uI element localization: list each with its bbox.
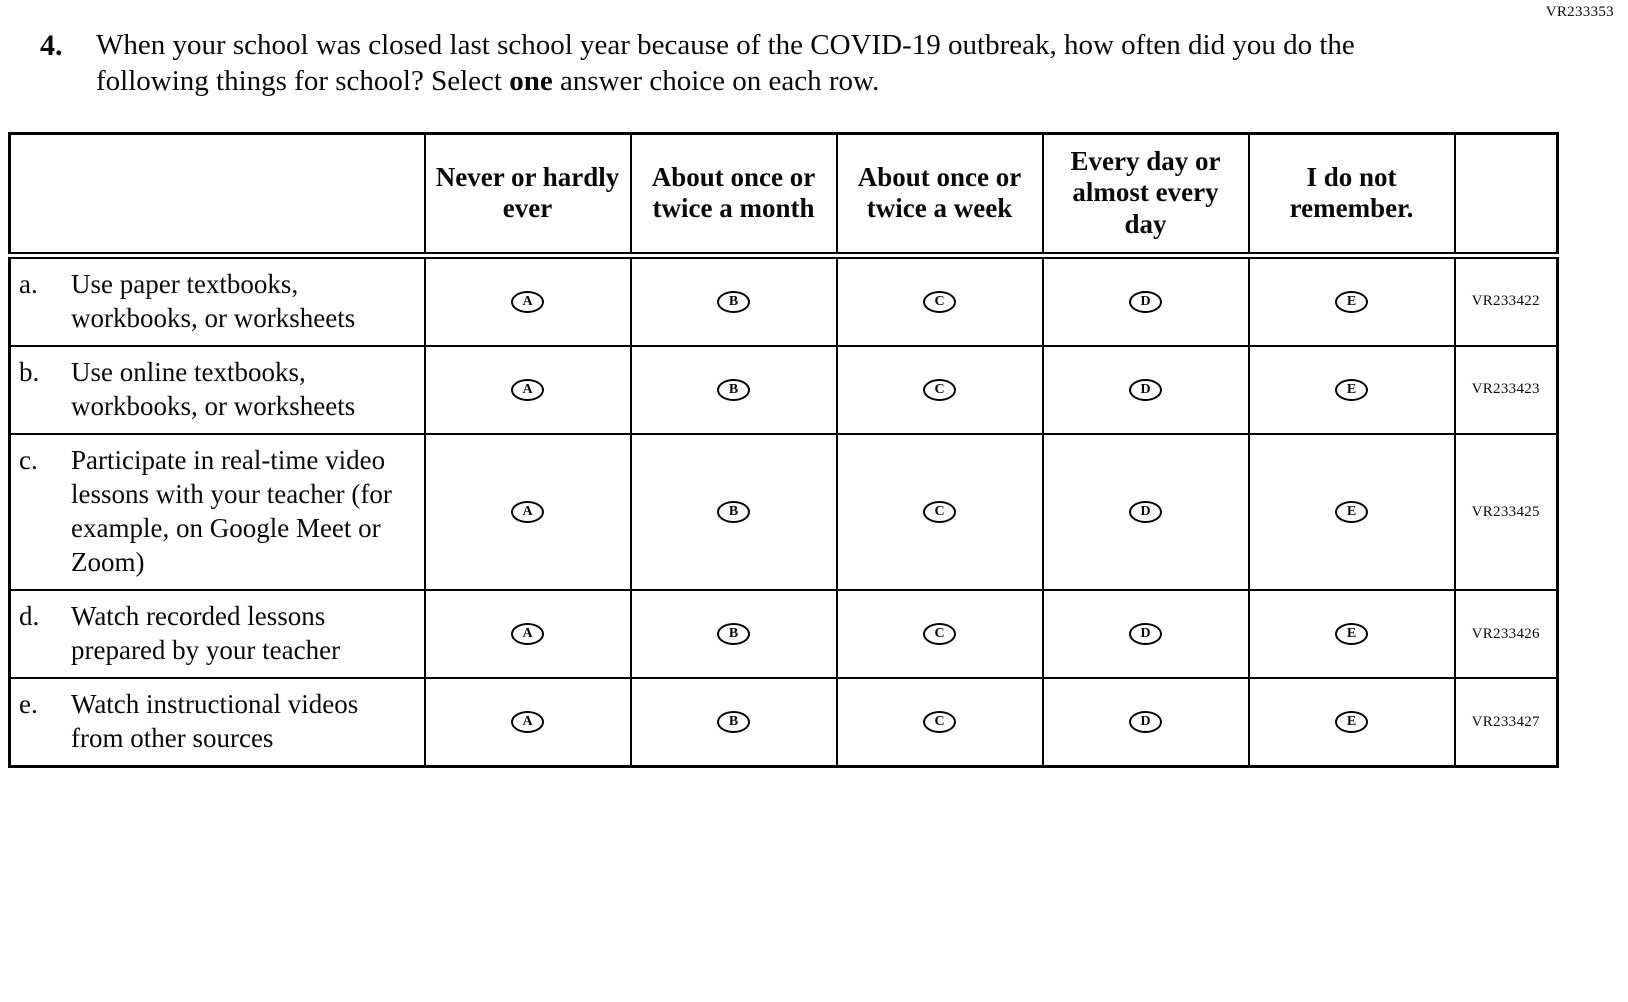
- row-label: Use paper textbooks, workbooks, or works…: [71, 268, 356, 333]
- row-letter: a.: [19, 268, 38, 299]
- row-label-cell: d. Watch recorded lessons prepared by yo…: [8, 589, 426, 680]
- table-row-b: b. Use online textbooks, workbooks, or w…: [8, 344, 1559, 435]
- answer-bubble-c[interactable]: C: [923, 290, 956, 313]
- bubble-cell: B: [629, 677, 838, 768]
- answer-bubble-b[interactable]: B: [717, 711, 750, 734]
- bubble-cell: B: [629, 344, 838, 435]
- question-text-start: When your school was closed last school …: [96, 29, 1355, 97]
- row-label-cell: a. Use paper textbooks, workbooks, or wo…: [8, 254, 426, 347]
- row-letter: d.: [19, 601, 40, 632]
- table-row-c: c. Participate in real-time video lesson…: [8, 432, 1559, 592]
- bubble-cell: A: [423, 677, 632, 768]
- bubble-cell: E: [1247, 677, 1456, 768]
- column-header-never: Never or hardly ever: [423, 132, 632, 259]
- table-row-a: a. Use paper textbooks, workbooks, or wo…: [8, 254, 1559, 347]
- bubble-cell: D: [1041, 432, 1250, 592]
- question-text-end: answer choice on each row.: [552, 64, 880, 97]
- question-block: 4. When your school was closed last scho…: [40, 28, 1380, 100]
- row-code: VR233427: [1453, 677, 1559, 768]
- page-code: VR233353: [1545, 4, 1614, 20]
- row-letter: c.: [19, 444, 38, 475]
- answer-bubble-d[interactable]: D: [1129, 623, 1162, 646]
- bubble-cell: E: [1247, 344, 1456, 435]
- bubble-cell: B: [629, 254, 838, 347]
- bubble-cell: C: [835, 254, 1044, 347]
- bubble-cell: A: [423, 344, 632, 435]
- bubble-cell: C: [835, 344, 1044, 435]
- row-label: Watch recorded lessons prepared by your …: [71, 601, 341, 666]
- column-header-every-day: Every day or almost every day: [1041, 132, 1250, 259]
- header-row: Never or hardly ever About once or twice…: [8, 132, 1559, 259]
- question-number: 4.: [40, 29, 63, 62]
- answer-bubble-a[interactable]: A: [511, 623, 544, 646]
- header-code-empty: [1453, 132, 1559, 259]
- row-label-cell: b. Use online textbooks, workbooks, or w…: [8, 344, 426, 435]
- bubble-cell: D: [1041, 677, 1250, 768]
- answer-bubble-a[interactable]: A: [511, 501, 544, 523]
- answer-bubble-b[interactable]: B: [717, 623, 750, 646]
- bubble-cell: E: [1247, 589, 1456, 680]
- question-text-bold: one: [509, 64, 553, 97]
- bubble-cell: D: [1041, 344, 1250, 435]
- bubble-cell: B: [629, 432, 838, 592]
- answer-bubble-e[interactable]: E: [1335, 378, 1368, 401]
- answer-bubble-e[interactable]: E: [1335, 290, 1368, 313]
- bubble-cell: C: [835, 432, 1044, 592]
- bubble-cell: D: [1041, 589, 1250, 680]
- bubble-cell: E: [1247, 254, 1456, 347]
- answer-bubble-a[interactable]: A: [511, 711, 544, 734]
- bubble-cell: C: [835, 677, 1044, 768]
- bubble-cell: A: [423, 432, 632, 592]
- answer-bubble-c[interactable]: C: [923, 711, 956, 734]
- row-label: Use online textbooks, workbooks, or work…: [71, 356, 356, 421]
- answer-bubble-a[interactable]: A: [511, 378, 544, 401]
- answer-bubble-b[interactable]: B: [717, 501, 750, 523]
- bubble-cell: C: [835, 589, 1044, 680]
- row-letter: e.: [19, 689, 38, 720]
- row-label: Watch instructional videos from other so…: [71, 689, 359, 754]
- bubble-cell: B: [629, 589, 838, 680]
- question-text: When your school was closed last school …: [96, 28, 1366, 100]
- answer-bubble-b[interactable]: B: [717, 290, 750, 313]
- answer-bubble-e[interactable]: E: [1335, 711, 1368, 734]
- answer-bubble-d[interactable]: D: [1129, 378, 1162, 401]
- answer-bubble-c[interactable]: C: [923, 501, 956, 523]
- answer-bubble-d[interactable]: D: [1129, 711, 1162, 734]
- answer-bubble-c[interactable]: C: [923, 623, 956, 646]
- bubble-cell: E: [1247, 432, 1456, 592]
- bubble-cell: A: [423, 589, 632, 680]
- row-label-cell: c. Participate in real-time video lesson…: [8, 432, 426, 592]
- row-label-cell: e. Watch instructional videos from other…: [8, 677, 426, 768]
- row-letter: b.: [19, 356, 40, 387]
- table-row-e: e. Watch instructional videos from other…: [8, 677, 1559, 768]
- answer-bubble-b[interactable]: B: [717, 378, 750, 401]
- answer-bubble-d[interactable]: D: [1129, 501, 1162, 523]
- row-code: VR233425: [1453, 432, 1559, 592]
- answer-bubble-e[interactable]: E: [1335, 623, 1368, 646]
- column-header-once-week: About once or twice a week: [835, 132, 1044, 259]
- answer-bubble-d[interactable]: D: [1129, 290, 1162, 313]
- answer-bubble-c[interactable]: C: [923, 378, 956, 401]
- header-empty: [8, 132, 426, 259]
- column-header-not-remember: I do not remember.: [1247, 132, 1456, 259]
- row-label: Participate in real-time video lessons w…: [71, 444, 392, 578]
- row-code: VR233422: [1453, 254, 1559, 347]
- row-code: VR233426: [1453, 589, 1559, 680]
- column-header-once-month: About once or twice a month: [629, 132, 838, 259]
- survey-table: Never or hardly ever About once or twice…: [8, 131, 1559, 769]
- answer-bubble-a[interactable]: A: [511, 290, 544, 313]
- row-code: VR233423: [1453, 344, 1559, 435]
- answer-bubble-e[interactable]: E: [1335, 501, 1368, 523]
- bubble-cell: D: [1041, 254, 1250, 347]
- bubble-cell: A: [423, 254, 632, 347]
- table-row-d: d. Watch recorded lessons prepared by yo…: [8, 589, 1559, 680]
